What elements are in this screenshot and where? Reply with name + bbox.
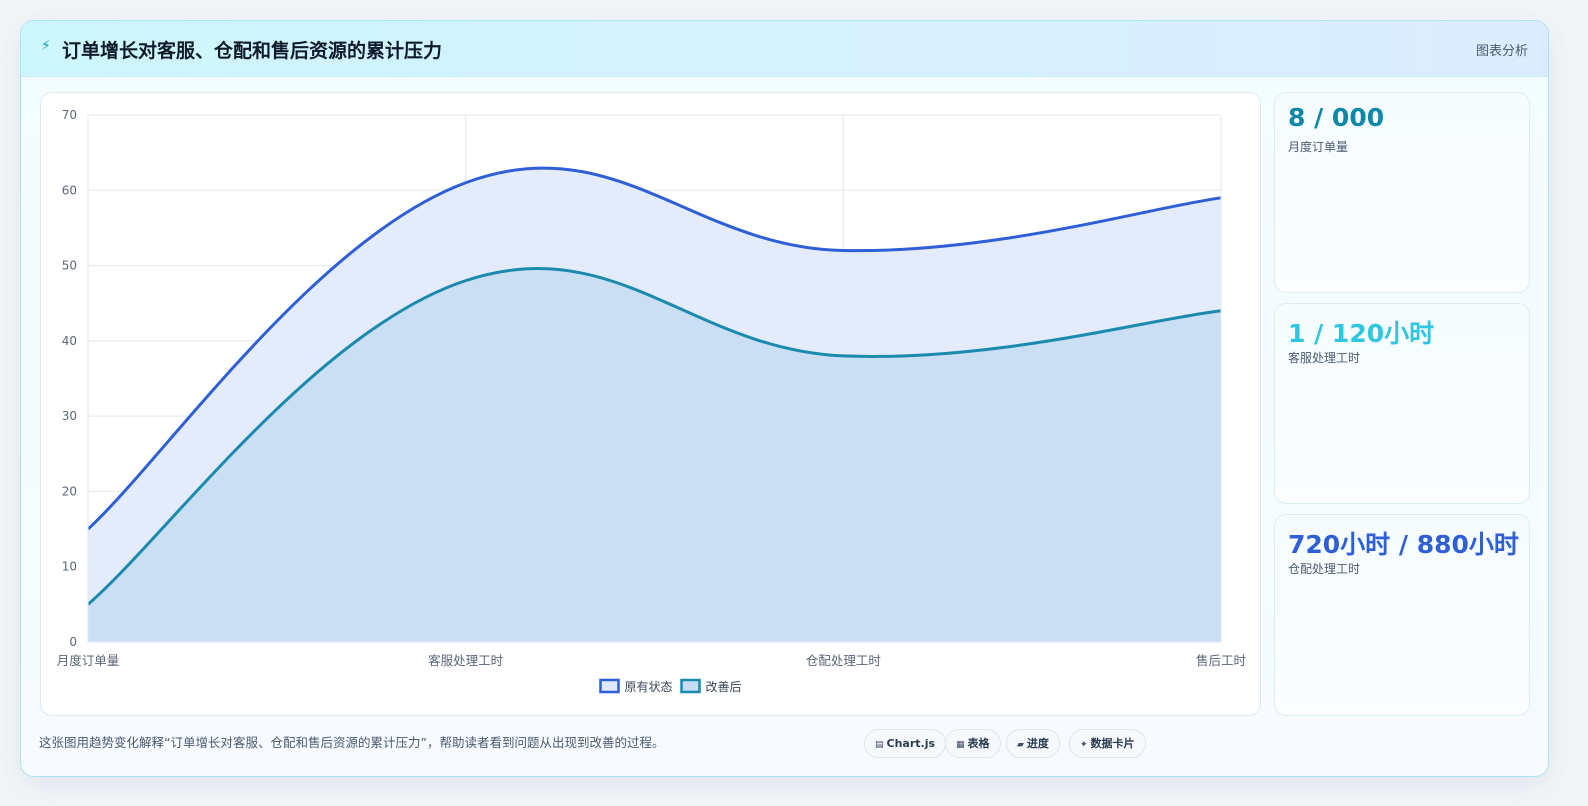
chart-description: 这张图用趋势变化解释“订单增长对客服、仓配和售后资源的累计压力”，帮助读者看到问…	[39, 735, 665, 750]
kpi-label: 月度订单量	[1288, 140, 1349, 154]
x-tick-label: 客服处理工时	[428, 653, 504, 668]
bolt-icon: ⚡	[41, 38, 51, 54]
kpi-card-service-hours: 1 / 120小时 客服处理工时	[1274, 303, 1530, 504]
legend-swatch	[599, 678, 620, 694]
series-line-1	[86, 166, 1222, 531]
legend-label: 改善后	[706, 679, 742, 694]
chart-panel: 0 10 20 30 40 50 60 70 月度订单量 客服处理工时 仓配处理工时 售后工时原有状态…	[40, 92, 1261, 716]
kpi-value: 1 / 120小时	[1288, 319, 1435, 348]
x-tick-label: 月度订单量	[57, 653, 120, 668]
y-tick-label: 30	[62, 409, 77, 423]
kpi-card-warehouse-hours: 720小时 / 880小时 仓配处理工时	[1274, 514, 1530, 716]
kpi-card-orders: 8 / 000 月度订单量	[1274, 92, 1530, 293]
chart-card: ⚡ 订单增长对客服、仓配和售后资源的累计压力 图表分析 0 10 20 30 40 50 6…	[20, 20, 1549, 777]
y-tick-label: 10	[62, 560, 77, 574]
legend-label: 原有状态	[625, 680, 673, 694]
kpi-label: 仓配处理工时	[1288, 562, 1361, 576]
table-icon: ▦	[956, 740, 965, 750]
card-title: 订单增长对客服、仓配和售后资源的累计压力	[62, 40, 443, 62]
y-tick-label: 60	[62, 183, 77, 197]
kpi-value: 8 / 000	[1288, 103, 1385, 132]
progress-icon: ▰	[1017, 740, 1024, 750]
chip-data-card[interactable]: ✦ 数据卡片	[1069, 729, 1146, 758]
chip-progress[interactable]: ▰ 进度	[1006, 729, 1060, 758]
y-tick-label: 50	[62, 259, 77, 273]
y-tick-label: 40	[62, 334, 77, 348]
kpi-label: 客服处理工时	[1288, 351, 1361, 365]
x-tick-label: 仓配处理工时	[806, 653, 882, 668]
sparkle-icon: ✦	[1080, 740, 1088, 750]
series-area-2	[88, 268, 1221, 642]
x-tick-label: 售后工时	[1196, 653, 1247, 668]
series-line-2	[87, 267, 1222, 606]
plot-frame	[87, 114, 1222, 643]
y-tick-label: 20	[62, 484, 77, 498]
chart-analysis-tag[interactable]: 图表分析	[1475, 44, 1528, 59]
area-chart: 0 10 20 30 40 50 60 70 月度订单量 客服处理工时 仓配处理工时 售后工时原有状态…	[57, 108, 1247, 694]
card-header: ⚡ 订单增长对客服、仓配和售后资源的累计压力 图表分析	[21, 21, 1548, 77]
chip-table[interactable]: ▦ 表格	[945, 729, 1001, 758]
chart-icon: ▤	[875, 740, 884, 750]
chip-chartjs[interactable]: ▤ Chart.js	[864, 729, 947, 758]
y-tick-label: 0	[69, 635, 77, 649]
legend-swatch	[680, 678, 701, 694]
kpi-value: 720小时 / 880小时	[1288, 530, 1519, 559]
y-tick-label: 70	[62, 108, 77, 122]
